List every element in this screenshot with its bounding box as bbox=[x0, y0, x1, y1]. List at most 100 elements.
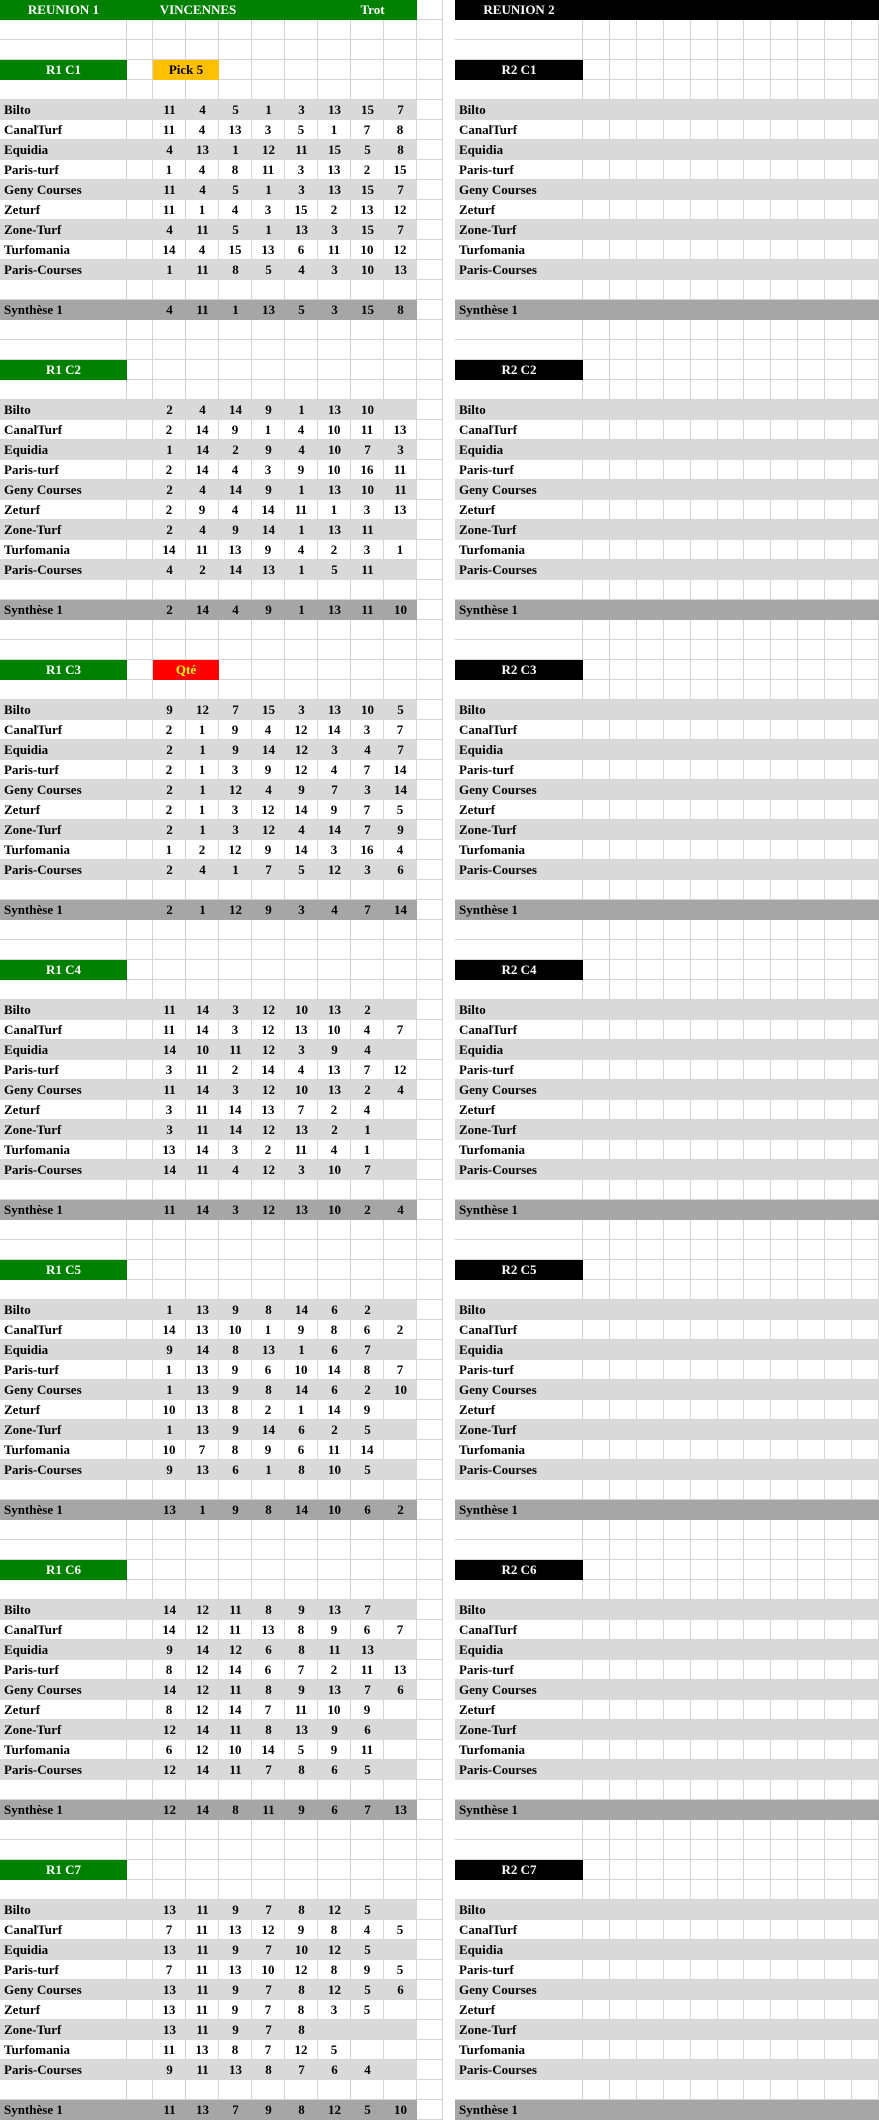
pick-number-cell[interactable]: 10 bbox=[153, 1440, 186, 1460]
source-label[interactable]: Zeturf bbox=[0, 500, 127, 520]
source-label[interactable]: Turfomania bbox=[455, 840, 583, 860]
synthese-number-cell[interactable]: 10 bbox=[384, 600, 417, 620]
synthese-number-cell[interactable]: 9 bbox=[252, 600, 285, 620]
pick-number-cell[interactable]: 15 bbox=[318, 140, 351, 160]
pick-number-cell[interactable]: 7 bbox=[351, 760, 384, 780]
pick-number-cell[interactable] bbox=[384, 1600, 417, 1620]
pick-number-cell[interactable]: 7 bbox=[351, 1680, 384, 1700]
synthese-number-cell[interactable]: 3 bbox=[318, 300, 351, 320]
pick-number-cell[interactable]: 3 bbox=[219, 1020, 252, 1040]
pick-number-cell[interactable]: 10 bbox=[318, 440, 351, 460]
race-label-cell[interactable]: R1 C4 bbox=[0, 960, 127, 980]
pick-number-cell[interactable]: 13 bbox=[351, 200, 384, 220]
pick-number-cell[interactable]: 5 bbox=[285, 860, 318, 880]
pick-number-cell[interactable]: 7 bbox=[252, 1760, 285, 1780]
pick-number-cell[interactable]: 12 bbox=[252, 1920, 285, 1940]
pick-number-cell[interactable]: 6 bbox=[285, 240, 318, 260]
source-label[interactable]: Zone-Turf bbox=[0, 820, 127, 840]
pick-number-cell[interactable]: 9 bbox=[219, 2020, 252, 2040]
synthese-label[interactable]: Synthèse 1 bbox=[0, 1500, 127, 1520]
pick-number-cell[interactable]: 11 bbox=[186, 1980, 219, 2000]
pick-number-cell[interactable]: 14 bbox=[285, 1380, 318, 1400]
pick-number-cell[interactable]: 4 bbox=[186, 160, 219, 180]
pick-number-cell[interactable]: 12 bbox=[153, 1720, 186, 1740]
pick-number-cell[interactable] bbox=[384, 1640, 417, 1660]
synthese-number-cell[interactable]: 7 bbox=[351, 1800, 384, 1820]
pick-number-cell[interactable] bbox=[384, 1100, 417, 1120]
pick-number-cell[interactable]: 13 bbox=[219, 120, 252, 140]
pick-number-cell[interactable]: 2 bbox=[153, 400, 186, 420]
race-label-cell[interactable]: R2 C1 bbox=[455, 60, 583, 80]
pick-number-cell[interactable]: 6 bbox=[252, 1360, 285, 1380]
pick-number-cell[interactable]: 14 bbox=[153, 1320, 186, 1340]
pick-number-cell[interactable]: 3 bbox=[219, 820, 252, 840]
pick-number-cell[interactable]: 13 bbox=[384, 260, 417, 280]
pick-number-cell[interactable]: 11 bbox=[153, 200, 186, 220]
pick-number-cell[interactable]: 13 bbox=[252, 560, 285, 580]
pick-number-cell[interactable]: 11 bbox=[351, 420, 384, 440]
pick-number-cell[interactable]: 2 bbox=[219, 440, 252, 460]
source-label[interactable]: CanalTurf bbox=[455, 720, 583, 740]
pick-number-cell[interactable]: 4 bbox=[384, 840, 417, 860]
race-label-cell[interactable]: R2 C6 bbox=[455, 1560, 583, 1580]
pick-number-cell[interactable]: 12 bbox=[252, 1120, 285, 1140]
pick-number-cell[interactable]: 13 bbox=[186, 1460, 219, 1480]
pick-number-cell[interactable]: 8 bbox=[285, 1980, 318, 2000]
pick-number-cell[interactable]: 11 bbox=[252, 160, 285, 180]
pick-number-cell[interactable]: 5 bbox=[219, 100, 252, 120]
pick-number-cell[interactable]: 12 bbox=[186, 1680, 219, 1700]
pick-number-cell[interactable]: 4 bbox=[351, 1020, 384, 1040]
pick-number-cell[interactable]: 8 bbox=[219, 260, 252, 280]
race-label-cell[interactable]: R1 C3 bbox=[0, 660, 127, 680]
pick-number-cell[interactable]: 11 bbox=[153, 180, 186, 200]
pick-number-cell[interactable]: 13 bbox=[285, 220, 318, 240]
pick-number-cell[interactable]: 2 bbox=[318, 1420, 351, 1440]
pick-number-cell[interactable]: 8 bbox=[318, 1920, 351, 1940]
source-label[interactable]: Zeturf bbox=[455, 1400, 583, 1420]
pick-number-cell[interactable]: 15 bbox=[219, 240, 252, 260]
pick-number-cell[interactable]: 7 bbox=[351, 1340, 384, 1360]
pick-number-cell[interactable]: 8 bbox=[384, 140, 417, 160]
pick-number-cell[interactable]: 14 bbox=[186, 420, 219, 440]
pick-number-cell[interactable]: 9 bbox=[219, 1420, 252, 1440]
pick-number-cell[interactable]: 5 bbox=[351, 2000, 384, 2020]
source-label[interactable]: Turfomania bbox=[455, 240, 583, 260]
pick-number-cell[interactable]: 10 bbox=[153, 1400, 186, 1420]
source-label[interactable]: Bilto bbox=[0, 1000, 127, 1020]
pick-number-cell[interactable]: 8 bbox=[351, 1360, 384, 1380]
pick-number-cell[interactable]: 12 bbox=[252, 140, 285, 160]
pick-number-cell[interactable]: 14 bbox=[252, 500, 285, 520]
pick-number-cell[interactable]: 1 bbox=[153, 440, 186, 460]
source-label[interactable]: Equidia bbox=[0, 740, 127, 760]
pick-number-cell[interactable]: 14 bbox=[186, 1640, 219, 1660]
pick-number-cell[interactable]: 9 bbox=[351, 1960, 384, 1980]
source-label[interactable]: Equidia bbox=[455, 1340, 583, 1360]
pick-number-cell[interactable]: 2 bbox=[153, 780, 186, 800]
synthese-number-cell[interactable]: 8 bbox=[384, 300, 417, 320]
pick-number-cell[interactable]: 2 bbox=[153, 800, 186, 820]
pick-number-cell[interactable]: 12 bbox=[219, 1640, 252, 1660]
pick-number-cell[interactable]: 2 bbox=[186, 840, 219, 860]
source-label[interactable]: Turfomania bbox=[0, 1440, 127, 1460]
source-label[interactable]: Paris-turf bbox=[0, 760, 127, 780]
pick-number-cell[interactable]: 2 bbox=[384, 1320, 417, 1340]
pick-number-cell[interactable]: 11 bbox=[186, 1960, 219, 1980]
pick-number-cell[interactable]: 8 bbox=[252, 1720, 285, 1740]
pick-number-cell[interactable]: 11 bbox=[219, 1620, 252, 1640]
pick-number-cell[interactable]: 1 bbox=[186, 740, 219, 760]
pick-number-cell[interactable]: 4 bbox=[285, 440, 318, 460]
pick-number-cell[interactable]: 7 bbox=[351, 120, 384, 140]
pick-number-cell[interactable] bbox=[384, 1460, 417, 1480]
pick-number-cell[interactable]: 7 bbox=[384, 1020, 417, 1040]
source-label[interactable]: Geny Courses bbox=[455, 480, 583, 500]
pick-number-cell[interactable]: 9 bbox=[318, 800, 351, 820]
pick-number-cell[interactable]: 6 bbox=[285, 1440, 318, 1460]
pick-number-cell[interactable]: 6 bbox=[318, 1760, 351, 1780]
pick-number-cell[interactable]: 13 bbox=[318, 700, 351, 720]
pick-number-cell[interactable]: 13 bbox=[318, 100, 351, 120]
pick-number-cell[interactable]: 11 bbox=[153, 100, 186, 120]
pick-number-cell[interactable]: 8 bbox=[219, 2040, 252, 2060]
source-label[interactable]: Bilto bbox=[455, 1900, 583, 1920]
source-label[interactable]: Geny Courses bbox=[0, 1080, 127, 1100]
source-label[interactable]: Paris-turf bbox=[0, 1960, 127, 1980]
